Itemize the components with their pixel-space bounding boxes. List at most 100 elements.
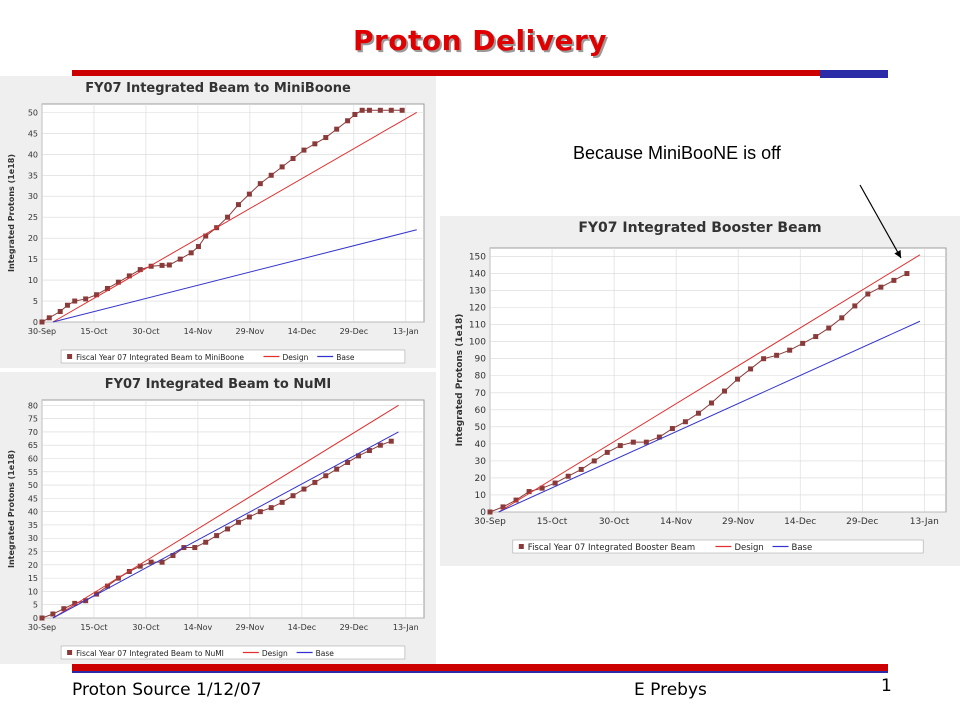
data-point [188, 250, 194, 256]
data-point [345, 459, 351, 465]
data-point [268, 505, 274, 511]
y-tick-label: 15 [28, 574, 38, 583]
y-tick-label: 60 [475, 406, 487, 416]
data-point [852, 303, 858, 309]
chart-numi: FY07 Integrated Beam to NuMI 0 5 10 15 20 25 30… [7, 377, 425, 660]
data-point [722, 388, 728, 394]
data-point [192, 545, 198, 551]
series-line-base [498, 320, 921, 513]
y-tick-label: 30 [475, 457, 487, 467]
chart-miniboone: FY07 Integrated Beam to MiniBoone 0 5 10 15 2… [7, 81, 425, 364]
y-tick-label: 15 [28, 255, 38, 264]
data-point [312, 479, 318, 485]
series-line-design [498, 254, 921, 513]
y-tick-label: 40 [28, 150, 38, 159]
data-point [377, 442, 383, 448]
data-point [279, 499, 285, 505]
data-point [225, 526, 231, 532]
data-point [323, 135, 329, 141]
x-tick-label: 29-Dec [340, 623, 369, 632]
y-tick-label: 40 [475, 440, 487, 450]
chart-panel-miniboone: FY07 Integrated Beam to MiniBoone 0 5 10 15 2… [0, 76, 436, 368]
y-tick-label: 50 [28, 481, 38, 490]
chart-title: FY07 Integrated Booster Beam [578, 220, 821, 236]
data-point [94, 292, 100, 298]
x-tick-label: 14-Dec [288, 327, 317, 336]
y-tick-label: 130 [469, 287, 486, 297]
legend-label: Design [262, 649, 288, 658]
y-tick-label: 80 [28, 401, 38, 410]
y-tick-label: 70 [28, 428, 38, 437]
x-tick-label: 13-Jan [910, 517, 939, 527]
x-tick-label: 15-Oct [80, 327, 107, 336]
data-point [399, 107, 405, 113]
slide-title: Proton Delivery [352, 24, 608, 57]
y-tick-label: 100 [469, 338, 486, 348]
y-axis-label: Integrated Protons (1e18) [7, 450, 16, 568]
x-tick-label: 14-Dec [288, 623, 317, 632]
data-point [301, 147, 307, 153]
chart-panel-numi: FY07 Integrated Beam to NuMI 0 5 10 15 20 25 30… [0, 372, 436, 664]
data-point [57, 309, 63, 315]
data-point [115, 279, 121, 285]
y-tick-label: 10 [475, 491, 487, 501]
data-point [72, 600, 78, 606]
data-point [148, 559, 154, 565]
chart-panel-booster: FY07 Integrated Booster Beam 0 10 20 30 40 50 6… [440, 216, 960, 566]
data-point [643, 439, 649, 445]
y-tick-label: 65 [28, 441, 38, 450]
chart-title: FY07 Integrated Beam to NuMI [105, 377, 332, 392]
y-tick-label: 0 [33, 614, 38, 623]
legend-marker [67, 354, 73, 359]
data-point [159, 559, 165, 565]
footer-left: Proton Source 1/12/07 [72, 680, 262, 700]
data-point [813, 334, 819, 340]
title-rule-blue [820, 70, 888, 78]
x-tick-label: 13-Jan [393, 327, 419, 336]
data-point [39, 319, 45, 325]
data-point [891, 277, 897, 283]
data-point [235, 202, 241, 208]
data-point [126, 273, 132, 279]
data-point [826, 325, 832, 331]
data-point [257, 509, 263, 515]
legend-label: Design [734, 543, 763, 553]
data-point [604, 449, 610, 455]
annotation-arrow [859, 184, 902, 259]
y-tick-label: 30 [28, 534, 38, 543]
data-point [359, 107, 365, 113]
x-tick-label: 14-Nov [184, 327, 213, 336]
data-point [904, 271, 910, 277]
data-point [800, 340, 806, 346]
data-point [787, 347, 793, 353]
y-tick-label: 35 [28, 171, 38, 180]
data-point [159, 262, 165, 268]
data-point [377, 107, 383, 113]
data-point [591, 458, 597, 464]
annotation-text: Because MiniBooNE is off [573, 143, 781, 163]
x-tick-label: 29-Dec [846, 517, 878, 527]
data-point [301, 486, 307, 492]
y-tick-label: 35 [28, 521, 38, 530]
data-point [235, 519, 241, 525]
x-tick-label: 30-Sep [28, 327, 56, 336]
y-tick-label: 150 [469, 253, 486, 263]
series-line-design [52, 111, 417, 323]
data-point [356, 453, 362, 459]
legend-box [60, 349, 406, 364]
data-point [312, 141, 318, 147]
y-tick-label: 0 [480, 508, 486, 518]
legend-label: Base [792, 543, 813, 553]
x-tick-label: 29-Nov [722, 517, 755, 527]
x-tick-label: 30-Oct [599, 517, 630, 527]
y-tick-label: 90 [475, 355, 487, 365]
legend-label: Fiscal Year 07 Integrated Beam to NuMI [76, 649, 224, 658]
y-tick-label: 55 [28, 468, 38, 477]
x-tick-label: 30-Oct [132, 327, 159, 336]
y-tick-label: 20 [28, 234, 38, 243]
data-point [290, 493, 296, 499]
x-tick-label: 30-Oct [132, 623, 159, 632]
footer-rule-blue [72, 671, 888, 673]
data-point [748, 366, 754, 372]
data-point [513, 497, 519, 503]
